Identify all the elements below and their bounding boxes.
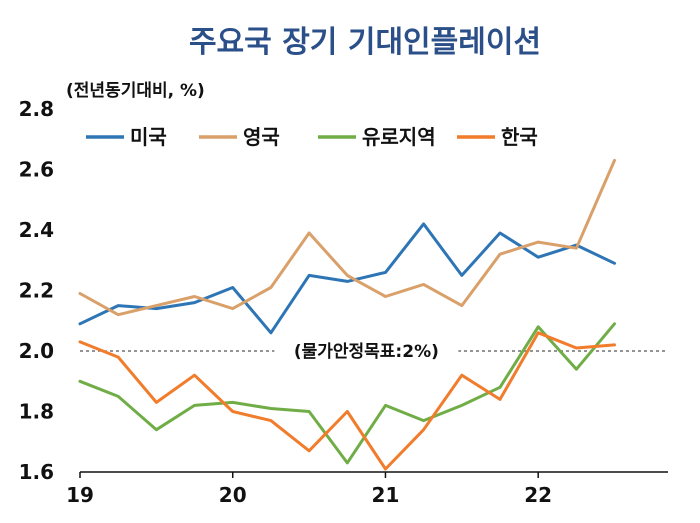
reference-line-group: (물가안정목표:2%)	[80, 339, 668, 363]
y-tick-label: 1.8	[19, 400, 54, 424]
reference-label-background	[274, 339, 459, 363]
reference-line-label: (물가안정목표:2%)	[294, 342, 439, 362]
y-tick-label: 1.6	[19, 460, 54, 484]
series-line-한국	[78, 331, 616, 471]
y-tick-label: 2.4	[19, 218, 54, 242]
y-axis-label: (전년동기대비, %)	[66, 81, 205, 101]
y-tick-label: 2.2	[19, 279, 54, 303]
y-tick-label: 2.8	[19, 97, 54, 121]
x-tick-label: 21	[372, 483, 400, 507]
legend-label: 유로지역	[362, 125, 436, 149]
legend: 미국 영국 유로지역 한국	[86, 125, 538, 149]
y-axis-ticks: 1.6 1.8 2.0 2.2 2.4 2.6 2.8	[19, 97, 54, 484]
x-tick-label: 20	[219, 483, 247, 507]
x-axis-ticks: 19 20 21 22	[66, 472, 552, 507]
y-tick-label: 2.6	[19, 158, 54, 182]
series-line-미국	[78, 222, 616, 335]
series-lines	[78, 158, 616, 471]
series-line-유로지역	[78, 322, 616, 465]
series-line-영국	[78, 158, 616, 317]
legend-label: 영국	[243, 125, 280, 149]
x-tick-label: 19	[66, 483, 94, 507]
y-tick-label: 2.0	[19, 339, 54, 363]
legend-label: 미국	[130, 125, 167, 149]
chart-title: 주요국 장기 기대인플레이션	[189, 25, 541, 60]
x-tick-label: 22	[524, 483, 552, 507]
legend-label: 한국	[501, 125, 538, 149]
